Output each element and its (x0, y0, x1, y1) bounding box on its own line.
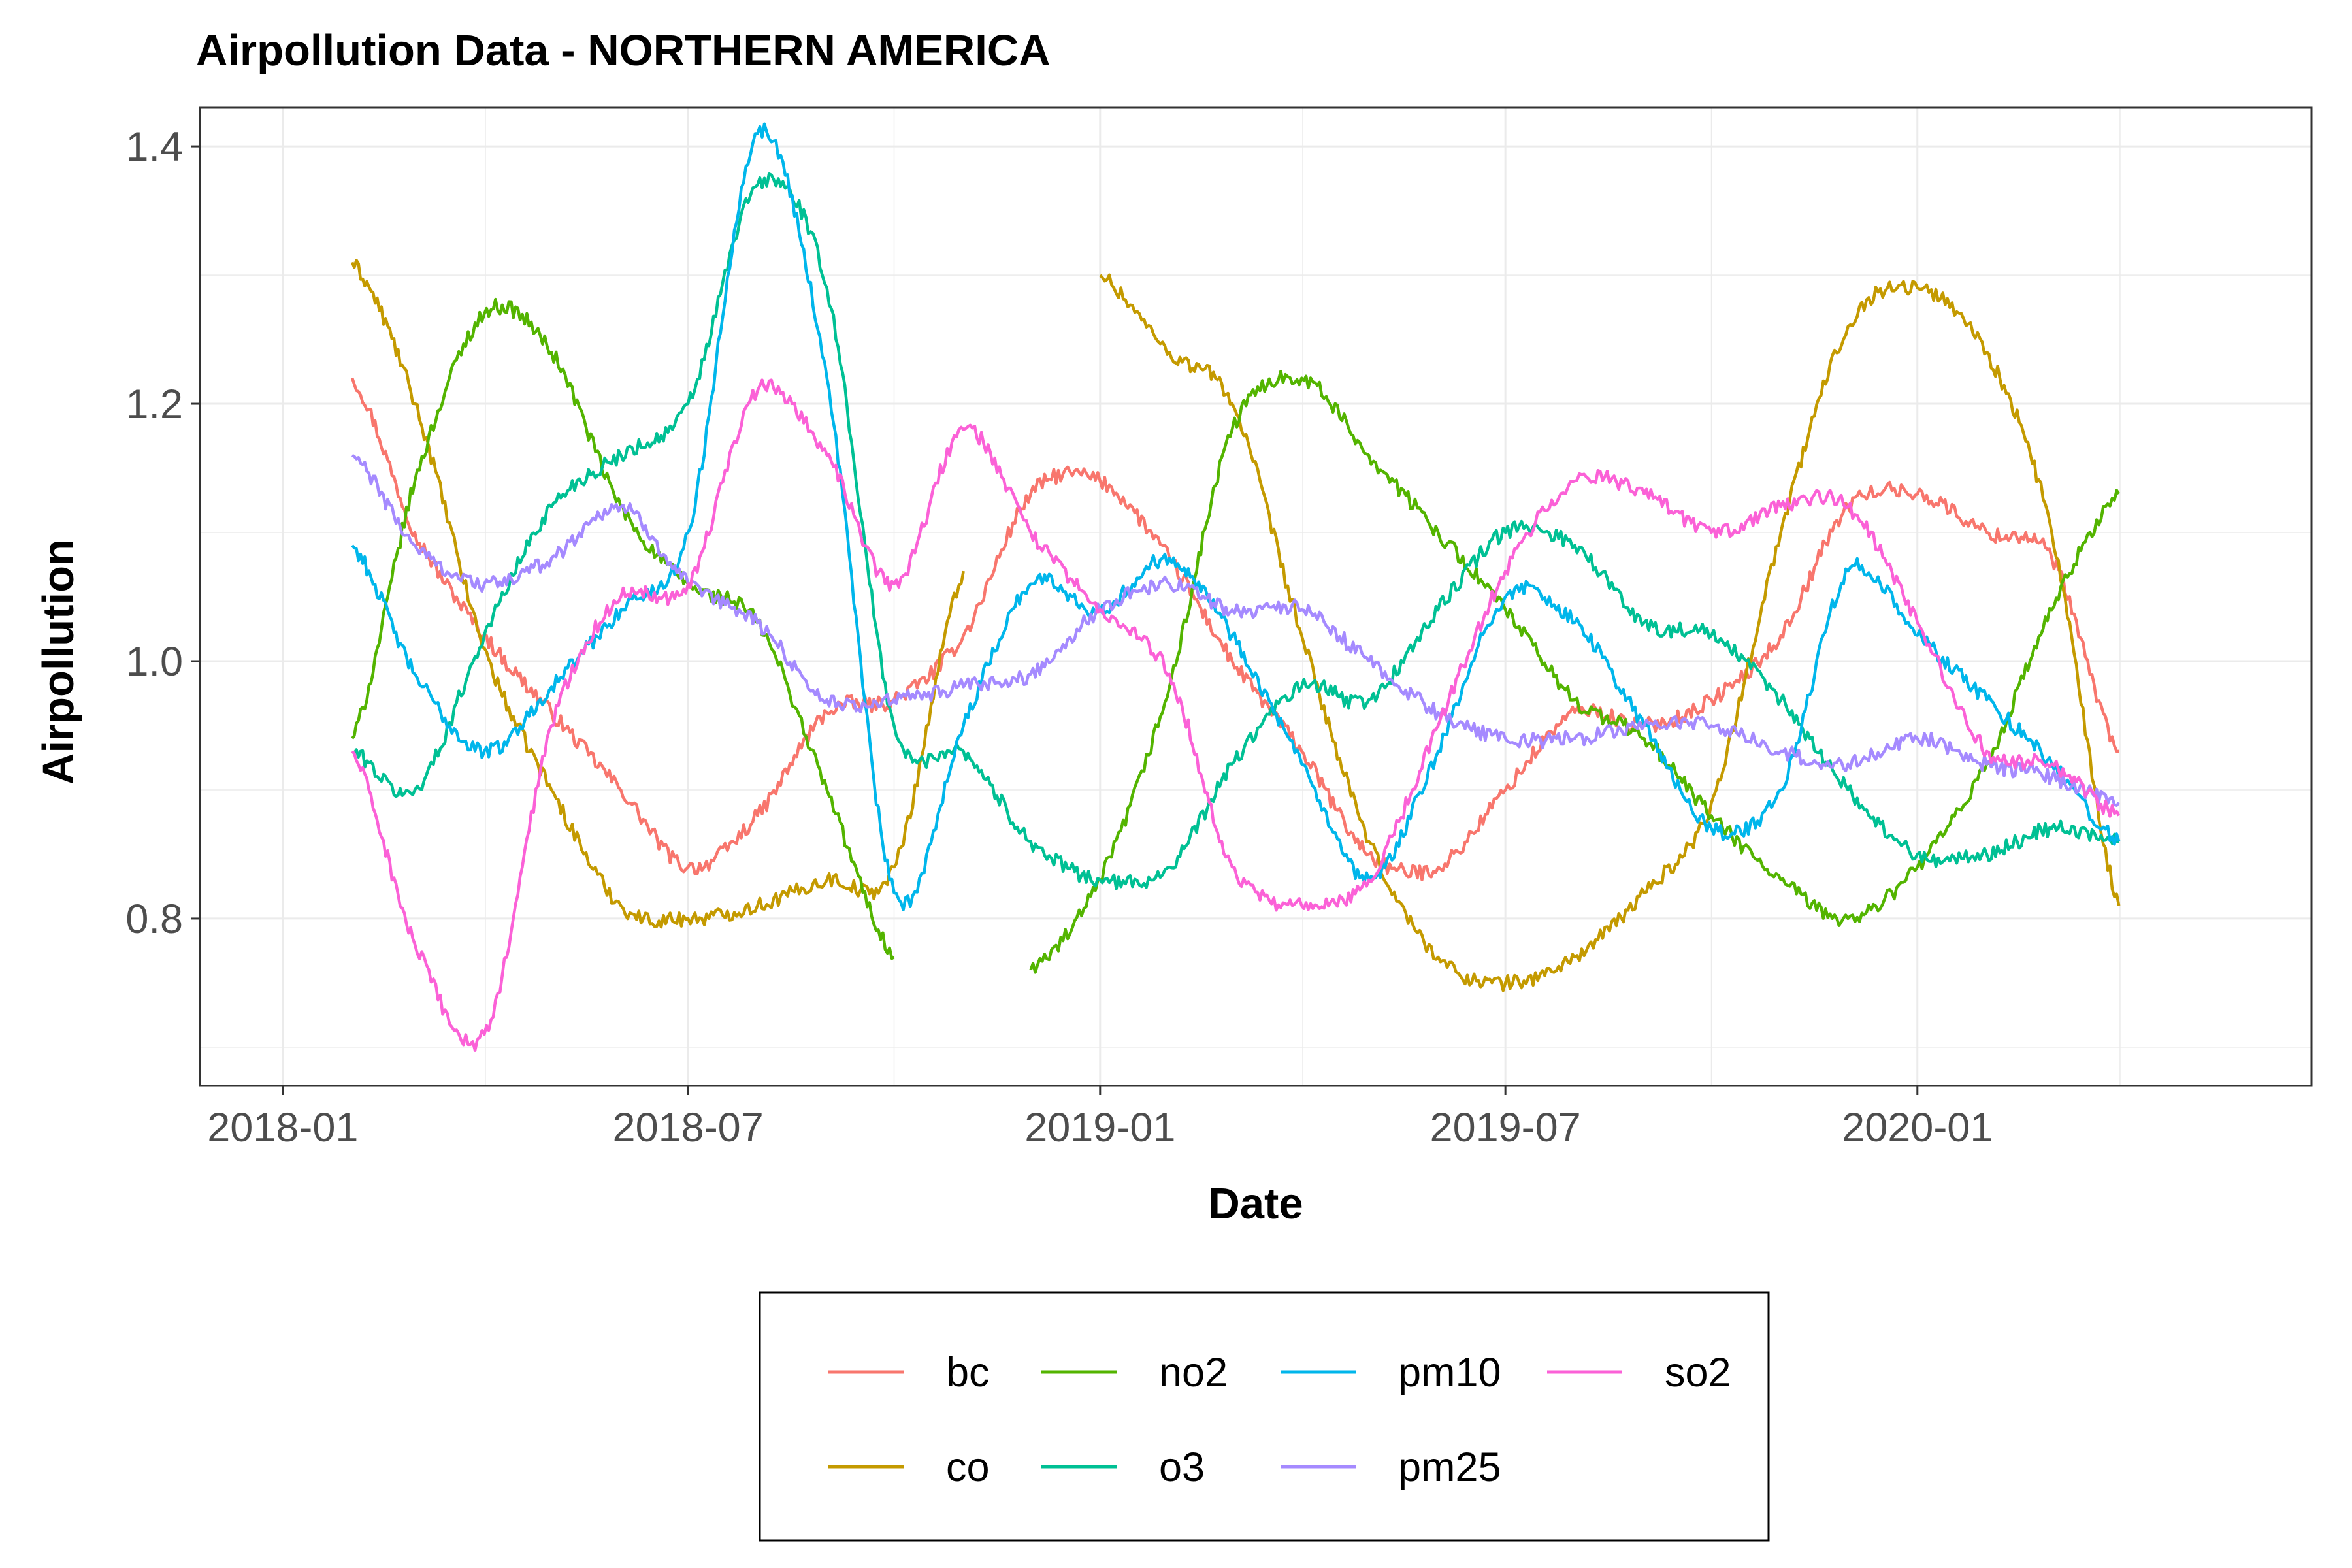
legend-label-bc: bc (946, 1350, 990, 1396)
series-lines (350, 122, 2121, 1052)
x-tick-label: 2018-01 (207, 1105, 358, 1151)
x-tick-label: 2020-01 (1842, 1105, 1993, 1151)
series-line-bc (350, 377, 2119, 881)
series-line-so2 (351, 378, 2121, 1052)
legend: bc co no2 o3 pm10 pm25 so2 (759, 1291, 1770, 1542)
series-line-pm25 (351, 453, 2120, 807)
y-tick-label: 0.8 (125, 896, 183, 942)
x-tick-label: 2019-07 (1430, 1105, 1581, 1151)
x-tick-label: 2018-07 (613, 1105, 764, 1151)
series-line-o3 (351, 172, 2119, 890)
legend-label-co: co (946, 1445, 990, 1490)
plot-border (199, 106, 2313, 1087)
grid (200, 108, 2311, 1086)
legend-label-o3: o3 (1159, 1445, 1205, 1490)
y-axis: 0.8 1.0 1.2 1.4 (125, 124, 200, 942)
y-axis-title: Airpollution (34, 539, 83, 785)
plot-area (199, 106, 2313, 1087)
series-line-co (351, 259, 965, 929)
series-line-no2 (1029, 369, 2121, 974)
series-line-co (1099, 273, 2121, 992)
legend-box (759, 1291, 1770, 1542)
y-tick-label: 1.4 (125, 124, 183, 170)
chart-title: Airpollution Data - NORTHERN AMERICA (196, 26, 1051, 75)
y-tick-label: 1.0 (125, 639, 183, 685)
y-tick-label: 1.2 (125, 382, 183, 427)
x-axis-title: Date (1208, 1179, 1303, 1228)
legend-label-so2: so2 (1665, 1350, 1731, 1396)
legend-label-pm10: pm10 (1398, 1350, 1501, 1396)
x-tick-label: 2019-01 (1024, 1105, 1175, 1151)
legend-label-no2: no2 (1159, 1350, 1228, 1396)
series-line-pm10 (351, 122, 2121, 911)
x-axis: 2018-01 2018-07 2019-01 2019-07 2020-01 (207, 1086, 1993, 1151)
legend-label-pm25: pm25 (1398, 1445, 1501, 1490)
